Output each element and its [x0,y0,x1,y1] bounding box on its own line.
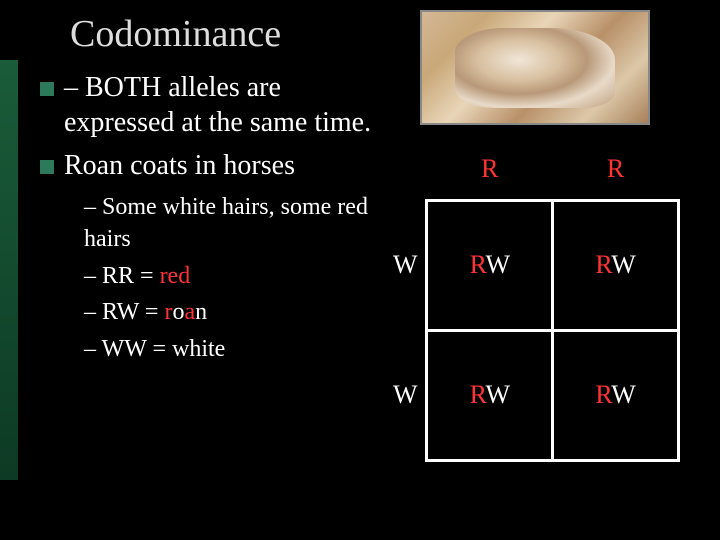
cow-shape [455,28,615,108]
punnett-corner [385,140,427,200]
sub-3-o: o [172,299,184,325]
punnett-col-1: R [427,140,553,200]
bullet-2: Roan coats in horses [40,148,380,183]
bullet-1: – BOTH alleles are expressed at the same… [40,70,380,140]
sub-4: – WW = white [84,333,380,365]
punnett-cell-12: RW [553,200,679,330]
sub-4-white: white [172,336,225,362]
sub-2: – RR = red [84,260,380,292]
sub-4-prefix: – WW = [84,336,172,362]
bullet-square-icon [40,160,54,174]
punnett-row-2: W [385,330,427,460]
bullet-2-text: Roan coats in horses [64,148,295,183]
bullet-square-icon [40,82,54,96]
slide-title: Codominance [70,12,281,56]
sub-2-red: red [160,263,191,289]
punnett-cell-22: RW [553,330,679,460]
sub-3: – RW = roan [84,296,380,328]
punnett-table: R R W RW RW W RW RW [385,140,680,462]
content-left: – BOTH alleles are expressed at the same… [40,70,380,369]
punnett-square: R R W RW RW W RW RW [385,140,680,462]
punnett-col-2: R [553,140,679,200]
sub-1: – Some white hairs, some red hairs [84,191,380,256]
sub-3-a: a [184,299,195,325]
bullet-1-text: BOTH alleles are expressed at the same t… [64,72,371,138]
sub-2-prefix: – RR = [84,263,160,289]
sub-3-prefix: – RW = [84,299,164,325]
punnett-row-1: W [385,200,427,330]
accent-bar [0,60,18,480]
punnett-cell-21: RW [427,330,553,460]
cow-image [420,10,650,125]
bullet-1-prefix: – [64,72,85,103]
sub-3-n: n [195,299,207,325]
punnett-cell-11: RW [427,200,553,330]
